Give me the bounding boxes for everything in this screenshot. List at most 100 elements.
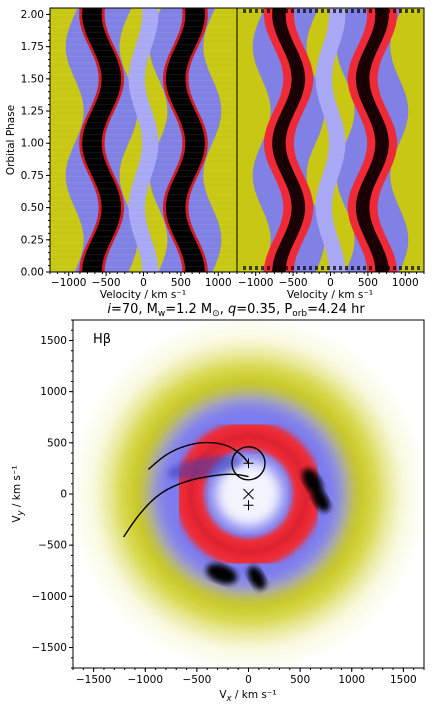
ballistic-stream [147,441,250,470]
hot-spot [247,566,266,590]
x-tick-label: −1000 [51,277,87,289]
y-tick-label: 500 [47,437,67,449]
hot-spot [206,563,238,584]
spectrum-row [50,32,237,34]
keplerian-stream [123,473,249,538]
tomogram-axes: −1500 −1000 −500 0 500 1000 1500 −1500 −1000 −500… [31,319,425,686]
x-tick-label: 0 [245,674,252,686]
y-tick-label: 1500 [40,335,67,347]
spectrum-row [50,242,237,244]
y-tick-label: 1.25 [21,106,44,118]
y-tick-label: 0.50 [21,202,44,214]
spectrum-row [50,50,237,52]
emission-peak [165,8,205,272]
trailed-spectrum-observed [50,8,237,272]
emission-peak [355,8,389,272]
spectrum-row [50,92,237,94]
spectrum-row [50,224,237,226]
spectrum-row [50,260,237,262]
phase-bin-mark [309,266,312,270]
line-core-band [315,8,346,272]
y-tick-label: 0.00 [21,267,44,279]
emission-peak [272,8,306,272]
line-label: Hβ [93,332,111,347]
plus-marker [243,458,254,469]
spectrum-row [50,80,237,82]
line-core-band [128,8,159,272]
cross-marker [243,488,254,500]
phase-bin-mark [315,9,318,13]
x-tick-label: 500 [171,277,191,289]
hot-spot [302,468,323,495]
y-tick-label: 1000 [40,386,67,398]
plus-marker [243,500,254,511]
phase-bin-mark [249,9,252,13]
spectrum-row [50,236,237,238]
phase-bin-mark [351,9,354,13]
y-tick-label: 1.00 [21,138,44,150]
phase-bin-mark [315,266,318,270]
phase-bin-mark [273,9,276,13]
spectrum-row [50,68,237,70]
x-tick-label: 500 [290,674,310,686]
tomogram-ylabel: Vy / km s⁻¹ [11,465,26,522]
stream-emission [167,455,243,480]
spectrum-row [50,194,237,196]
phase-bin-mark [291,9,294,13]
ring-core [187,433,310,555]
phase-bin-mark [345,266,348,270]
spectrum-row [50,134,237,136]
phase-bin-mark [303,266,306,270]
phase-bin-mark [255,9,258,13]
hot-spot [311,488,330,512]
spectrum-row [50,62,237,64]
model-xlabel: Velocity / km s⁻¹ [287,289,373,301]
phase-bin-mark [339,9,342,13]
spectrum-row [50,254,237,256]
phase-bin-mark [327,266,330,270]
x-tick-label: −1500 [76,674,112,686]
observed-xlabel: Velocity / km s⁻¹ [100,289,186,301]
phase-bin-mark [357,9,360,13]
spectrum-row [50,170,237,172]
x-tick-label: 0 [327,277,334,289]
y-tick-label: 2.00 [21,9,44,21]
spectrum-row [50,56,237,58]
spectrum-row [50,218,237,220]
phase-bin-mark [285,9,288,13]
phase-bin-mark [327,9,330,13]
phase-bin-mark [243,9,246,13]
phase-bin-mark [297,9,300,13]
phase-bin-mark [411,266,414,270]
spectrum-row [50,200,237,202]
spectrum-row [50,182,237,184]
phase-bin-mark [321,266,324,270]
phase-bin-mark [345,9,348,13]
phase-bin-mark [393,9,396,13]
phase-bin-mark [399,9,402,13]
phase-bin-mark [411,9,414,13]
phase-bin-mark [369,9,372,13]
phase-bin-mark [381,9,384,13]
spectrum-row [50,140,237,142]
phase-bin-mark [333,9,336,13]
phase-bin-mark [255,266,258,270]
phase-bin-mark [261,9,264,13]
phase-bin-mark [267,9,270,13]
y-tick-label: 1.75 [21,41,44,53]
y-tick-label: 1.50 [21,73,44,85]
spectrum-row [50,116,237,118]
x-tick-label: 1000 [338,674,365,686]
y-tick-label: 0.25 [21,234,44,246]
x-tick-label: −500 [182,674,211,686]
phase-bin-mark [405,9,408,13]
x-tick-label: −1000 [238,277,274,289]
spectrum-row [50,164,237,166]
x-tick-label: −500 [92,277,121,289]
phase-bin-mark [309,9,312,13]
phase-bin-mark [351,266,354,270]
phase-bin-mark [387,266,390,270]
spectrum-row [50,248,237,250]
phase-bin-mark [363,9,366,13]
spectrum-row [50,98,237,100]
